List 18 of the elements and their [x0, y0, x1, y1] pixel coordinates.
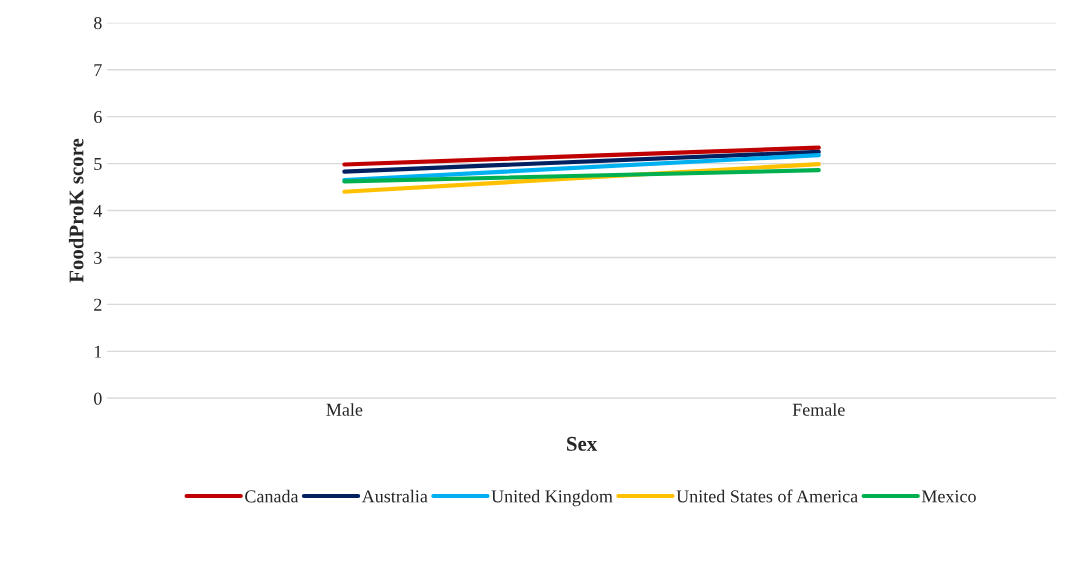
legend-label: United Kingdom — [491, 489, 613, 507]
legend-label: Canada — [245, 489, 299, 503]
legend-label: United States of America — [676, 489, 858, 503]
x-tick-label: Female — [792, 403, 845, 416]
y-tick-label: 6 — [94, 110, 102, 124]
y-tick-label: 8 — [94, 17, 102, 30]
y-tick-label: 7 — [94, 64, 102, 76]
y-tick-label: 1 — [94, 345, 102, 358]
x-axis-title: Sex — [567, 436, 598, 451]
x-tick-label: Male — [326, 403, 363, 416]
y-tick-label: 4 — [93, 204, 103, 217]
y-axis-title: FoodProK score — [68, 138, 84, 283]
legend-label: Mexico — [921, 490, 976, 503]
legend-label: Australia — [361, 489, 428, 503]
y-tick-label: 0 — [94, 392, 102, 405]
y-tick-label: 5 — [94, 158, 102, 171]
y-tick-label: 3 — [94, 251, 102, 264]
y-tick-label: 2 — [94, 298, 102, 311]
